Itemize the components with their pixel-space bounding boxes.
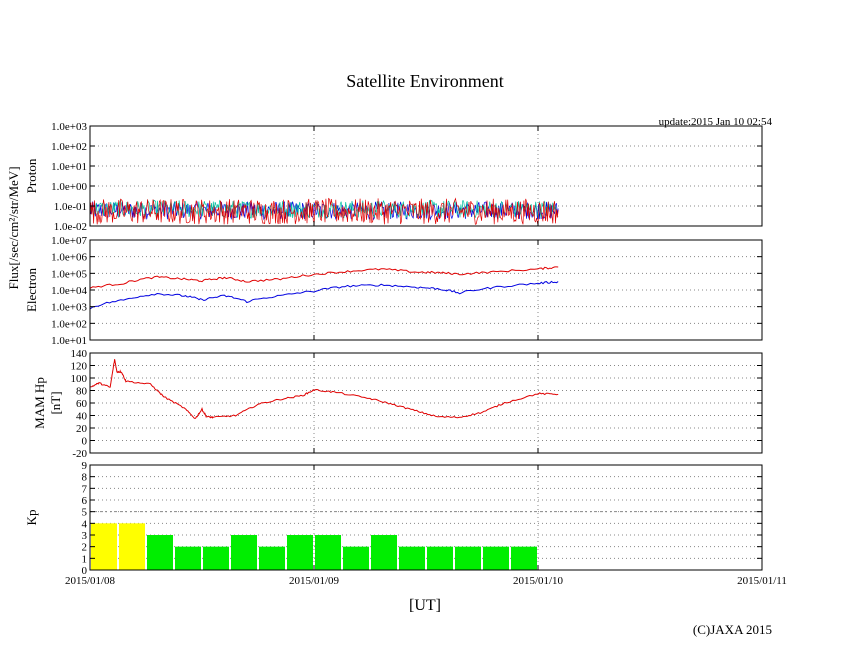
y-tick-label: 1.0e+00 [51, 181, 87, 193]
kp-bar [259, 546, 285, 570]
plot-area [90, 511, 762, 570]
y-axis-label: Electron [24, 267, 39, 312]
x-tick-label: 2015/01/08 [65, 575, 116, 587]
y-tick-label: 9 [82, 460, 88, 472]
kp-bar [175, 546, 201, 570]
y-tick-label: -20 [72, 448, 87, 460]
y-tick-label: 80 [76, 386, 88, 398]
y-axis-label: MAM Hp [32, 377, 47, 429]
copyright: (C)JAXA 2015 [693, 622, 772, 637]
y-tick-label: 1.0e+02 [51, 141, 87, 153]
kp-bar [231, 535, 257, 570]
y-tick-label: 20 [76, 423, 88, 435]
y-tick-label: 5 [82, 507, 88, 519]
kp-bar [119, 523, 145, 570]
kp-bar [91, 523, 117, 570]
y-tick-label: 100 [71, 373, 88, 385]
y-tick-label: 3 [82, 530, 88, 542]
y-tick-label: 1 [82, 553, 88, 565]
y-tick-label: 1.0e+02 [51, 318, 87, 330]
y-tick-label: 0 [82, 436, 88, 448]
y-axis-unit: [nT] [48, 391, 63, 414]
kp-bar [315, 535, 341, 570]
flux-axis-label: Flux[/sec/cm²/str/MeV] [6, 166, 21, 289]
y-tick-label: 8 [82, 472, 88, 484]
y-axis-label: Kp [24, 510, 39, 526]
kp-bar [343, 546, 369, 570]
panel-frame [89, 125, 763, 227]
y-tick-label: 140 [71, 348, 88, 360]
y-tick-label: 60 [76, 398, 88, 410]
panel-electron: 1.0e+01 1.0e+02 1.0e+03 1.0e+04 1.0e+05 1.0e+… [24, 235, 763, 347]
y-axis-label: Proton [24, 158, 39, 193]
y-tick-label: 40 [76, 411, 88, 423]
y-tick-label: 1.0e+01 [51, 161, 87, 173]
x-tick-label: 2015/01/09 [289, 575, 340, 587]
y-tick-label: 0 [82, 565, 88, 577]
y-tick-label: 1.0e-02 [54, 221, 87, 233]
y-tick-label: 6 [82, 495, 88, 507]
update-timestamp: update:2015 Jan 10 02:54 [659, 116, 773, 128]
y-tick-label: 4 [82, 518, 88, 530]
y-tick-label: 1.0e-01 [54, 201, 87, 213]
panel-frame [89, 464, 763, 571]
y-tick-label: 1.0e+05 [51, 268, 87, 280]
panel-proton: 1.0e-02 1.0e-01 1.0e+00 1.0e+01 1.0e+02 1.0e+… [24, 121, 763, 233]
y-tick-label: 1.0e+07 [51, 235, 87, 247]
chart-title: Satellite Environment [346, 71, 503, 91]
y-tick-label: 1.0e+01 [51, 335, 87, 347]
kp-bar [371, 535, 397, 570]
series-electron-blue [90, 280, 559, 310]
y-tick-label: 1.0e+04 [51, 285, 87, 297]
plot-area [90, 197, 559, 225]
kp-bar [203, 546, 229, 570]
kp-bar [427, 546, 453, 570]
kp-bar [511, 546, 537, 570]
kp-bar [287, 535, 313, 570]
plot-area [90, 266, 559, 310]
kp-bar [147, 535, 173, 570]
kp-bar [483, 546, 509, 570]
series-proton-high [90, 197, 559, 225]
x-tick-label: 2015/01/10 [513, 575, 564, 587]
kp-bar [399, 546, 425, 570]
x-axis-label: [UT] [409, 597, 441, 614]
kp-bar [455, 546, 481, 570]
y-tick-label: 1.0e+03 [51, 121, 87, 133]
y-tick-label: 7 [82, 483, 88, 495]
series-mam-hp [90, 359, 559, 419]
y-tick-label: 120 [71, 361, 88, 373]
x-tick-label: 2015/01/11 [737, 575, 787, 587]
chart-panels: 1.0e-021.0e-011.0e+001.0e+011.0e+021.0e+… [24, 121, 787, 587]
y-tick-label: 1.0e+03 [51, 302, 87, 314]
y-tick-label: 1.0e+06 [51, 252, 87, 264]
y-tick-label: 2 [82, 542, 88, 554]
plot-area [90, 359, 559, 419]
series-electron-red [90, 266, 559, 289]
